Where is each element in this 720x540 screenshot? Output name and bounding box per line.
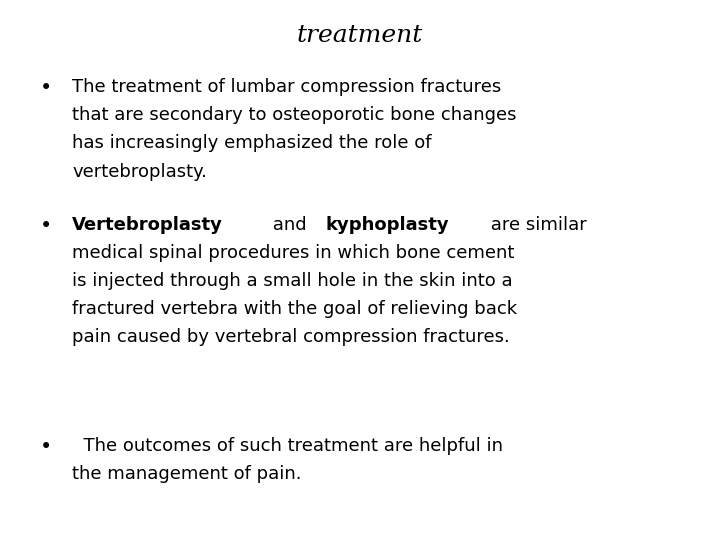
Text: vertebroplasty.: vertebroplasty. [72, 163, 207, 180]
Text: •: • [40, 78, 52, 98]
Text: •: • [40, 437, 52, 457]
Text: Vertebroplasty: Vertebroplasty [72, 216, 223, 234]
Text: treatment: treatment [297, 24, 423, 48]
Text: •: • [40, 216, 52, 236]
Text: is injected through a small hole in the skin into a: is injected through a small hole in the … [72, 272, 513, 290]
Text: The treatment of lumbar compression fractures: The treatment of lumbar compression frac… [72, 78, 501, 96]
Text: has increasingly emphasized the role of: has increasingly emphasized the role of [72, 134, 431, 152]
Text: fractured vertebra with the goal of relieving back: fractured vertebra with the goal of reli… [72, 300, 517, 318]
Text: the management of pain.: the management of pain. [72, 465, 302, 483]
Text: that are secondary to osteoporotic bone changes: that are secondary to osteoporotic bone … [72, 106, 516, 124]
Text: medical spinal procedures in which bone cement: medical spinal procedures in which bone … [72, 244, 514, 262]
Text: and: and [266, 216, 312, 234]
Text: pain caused by vertebral compression fractures.: pain caused by vertebral compression fra… [72, 328, 510, 346]
Text: The outcomes of such treatment are helpful in: The outcomes of such treatment are helpf… [72, 437, 503, 455]
Text: kyphoplasty: kyphoplasty [325, 216, 449, 234]
Text: are similar: are similar [485, 216, 587, 234]
